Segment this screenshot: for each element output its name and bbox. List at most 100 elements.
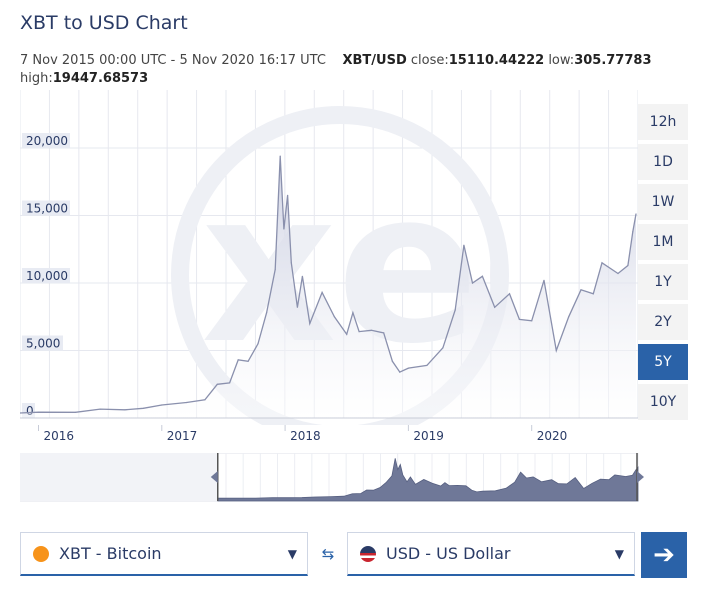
- range-button-1y[interactable]: 1Y: [638, 264, 688, 300]
- range-button-1d[interactable]: 1D: [638, 144, 688, 180]
- data-point: [37, 411, 40, 413]
- data-point: [321, 291, 323, 293]
- data-point: [442, 347, 444, 349]
- data-point: [635, 213, 637, 215]
- data-point: [383, 332, 385, 334]
- y-tick-label: 10,000: [26, 269, 68, 283]
- data-point: [399, 371, 401, 373]
- to-currency-select[interactable]: USD - US Dollar ▼: [347, 532, 635, 576]
- data-point: [543, 279, 545, 281]
- data-point: [370, 329, 372, 331]
- go-button[interactable]: ➔: [641, 532, 687, 578]
- range-button-5y[interactable]: 5Y: [638, 344, 688, 380]
- x-axis: 2016 2017 2018 2019 2020: [37, 425, 568, 443]
- data-point: [407, 367, 409, 369]
- data-point: [617, 272, 619, 275]
- x-tick-label: 2017: [167, 429, 198, 443]
- data-point: [161, 404, 163, 406]
- high-label: high:: [20, 71, 53, 86]
- data-point: [301, 275, 303, 277]
- data-point: [287, 194, 289, 196]
- y-tick-label: 0: [26, 404, 34, 418]
- x-tick-label: 2018: [290, 429, 321, 443]
- x-tick-label: 2016: [43, 429, 74, 443]
- date-range-text: 7 Nov 2015 00:00 UTC - 5 Nov 2020 16:17 …: [20, 53, 326, 68]
- data-point: [309, 322, 311, 325]
- data-point: [74, 411, 77, 413]
- pair-label: XBT/USD: [342, 53, 407, 68]
- range-navigator[interactable]: [20, 453, 645, 503]
- y-tick-label-bg: [22, 268, 70, 283]
- data-point: [216, 383, 218, 385]
- data-point: [508, 293, 511, 295]
- data-point: [257, 343, 259, 345]
- range-button-1w[interactable]: 1W: [638, 184, 688, 220]
- data-point: [296, 306, 298, 308]
- y-tick-label-bg: [22, 335, 63, 351]
- data-point: [290, 262, 292, 264]
- chart-summary: 7 Nov 2015 00:00 UTC - 5 Nov 2020 16:17 …: [20, 52, 680, 88]
- series-area: [20, 156, 636, 418]
- y-tick-label-bg: [22, 200, 70, 216]
- from-currency-select[interactable]: XBT - Bitcoin ▼: [20, 532, 308, 576]
- range-button-10y[interactable]: 10Y: [638, 384, 688, 420]
- range-button-2y[interactable]: 2Y: [638, 304, 688, 340]
- y-tick-label: 5,000: [26, 337, 60, 351]
- low-value: 305.77783: [574, 53, 652, 68]
- navigator-left-handle-icon[interactable]: [210, 471, 218, 483]
- data-point: [426, 364, 428, 366]
- data-point: [463, 244, 465, 246]
- data-point: [358, 331, 360, 333]
- data-point: [274, 268, 276, 271]
- y-tick-label: 20,000: [26, 134, 68, 148]
- data-point: [555, 349, 557, 352]
- data-point: [247, 360, 249, 362]
- data-point: [142, 407, 144, 409]
- data-point: [283, 228, 285, 230]
- navigator-series: [217, 458, 639, 502]
- x-tick-label: 2019: [413, 429, 444, 443]
- data-point: [346, 333, 348, 335]
- data-point: [580, 289, 582, 291]
- data-point: [471, 282, 474, 284]
- data-point: [124, 409, 126, 411]
- data-point: [237, 359, 239, 361]
- y-tick-label-bg: [22, 133, 70, 148]
- data-point: [333, 316, 335, 318]
- range-button-12h[interactable]: 12h: [638, 104, 688, 140]
- data-point: [20, 412, 21, 414]
- from-currency-label: XBT - Bitcoin: [59, 544, 162, 563]
- watermark-ring: [171, 106, 509, 425]
- data-point: [204, 399, 206, 401]
- data-point: [391, 360, 393, 362]
- data-point: [481, 275, 483, 277]
- data-point: [518, 318, 520, 320]
- close-label: close:: [410, 53, 449, 68]
- chevron-down-icon: ▼: [287, 546, 297, 561]
- to-currency-label: USD - US Dollar: [386, 544, 511, 563]
- data-point: [229, 382, 231, 384]
- range-button-1m[interactable]: 1M: [638, 224, 688, 260]
- data-point: [627, 264, 629, 267]
- chevron-down-icon: ▼: [614, 546, 624, 561]
- data-point: [592, 293, 594, 295]
- close-value: 15110.44222: [448, 53, 545, 68]
- data-point: [99, 408, 101, 410]
- data-point: [279, 155, 281, 157]
- us-flag-icon: [360, 545, 376, 562]
- data-point: [494, 306, 496, 308]
- data-point: [185, 401, 188, 404]
- low-label: low:: [548, 53, 575, 68]
- x-tick-label: 2020: [537, 429, 568, 443]
- data-point: [601, 262, 603, 264]
- navigator-outside-mask: [20, 453, 218, 501]
- chart-title: XBT to USD Chart: [20, 12, 188, 34]
- high-value: 19447.68573: [52, 71, 149, 86]
- data-point: [568, 316, 570, 318]
- range-selector: 12h 1D 1W 1M 1Y 2Y 5Y 10Y: [638, 104, 688, 424]
- navigator-right-handle-icon[interactable]: [637, 471, 644, 483]
- bitcoin-icon: [33, 545, 49, 562]
- swap-icon[interactable]: ⇆: [321, 545, 335, 563]
- data-point: [531, 320, 533, 322]
